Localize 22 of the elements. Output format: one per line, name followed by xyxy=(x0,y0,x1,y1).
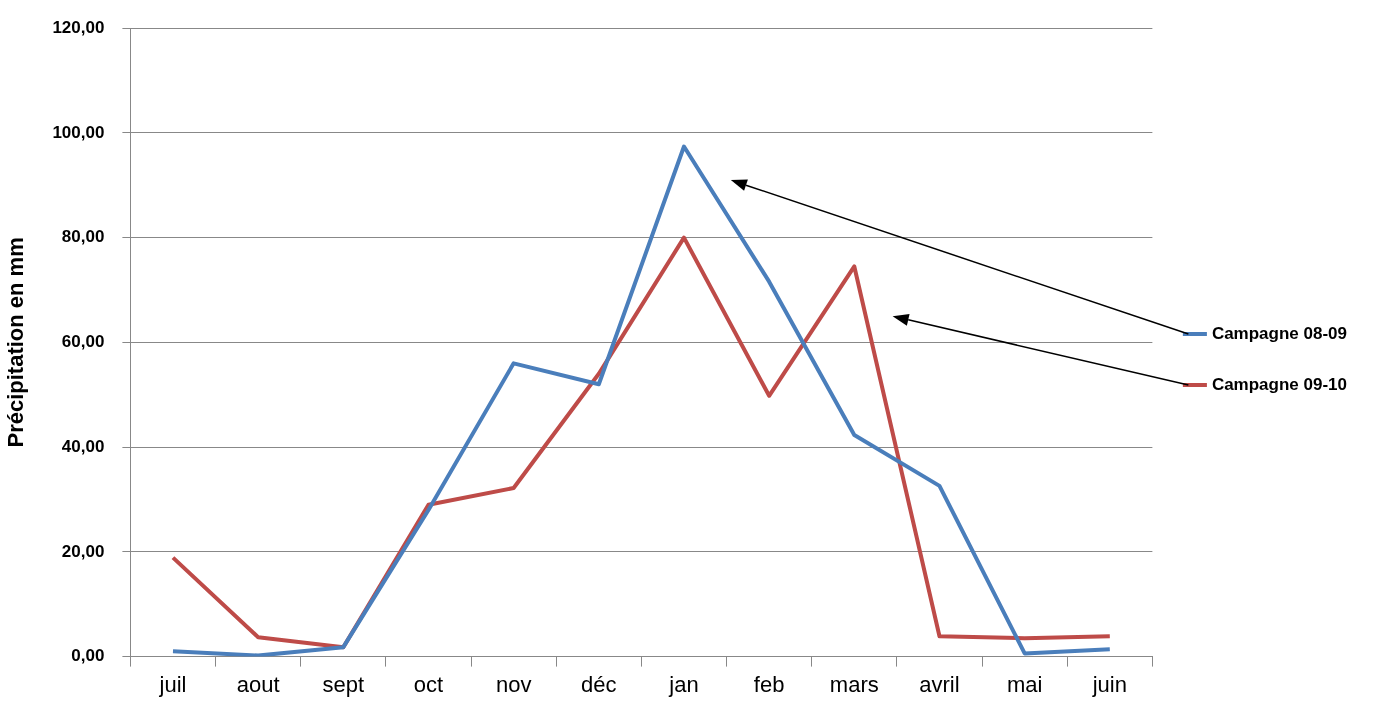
y-tick-label: 60,00 xyxy=(61,332,105,352)
y-tick-label: 120,00 xyxy=(52,17,105,37)
x-tick-label: mai xyxy=(1006,671,1043,697)
x-tick-label: nov xyxy=(495,671,532,697)
legend-label: Campagne 09-10 xyxy=(1211,374,1348,394)
y-axis-title: Précipitation en mm xyxy=(3,237,29,448)
x-tick-label: mars xyxy=(829,671,879,697)
y-tick-label: 20,00 xyxy=(61,541,105,561)
x-tick-label: feb xyxy=(753,671,785,697)
y-tick-label: 0,00 xyxy=(71,646,105,666)
x-tick-label: avril xyxy=(919,671,960,697)
y-tick-label: 80,00 xyxy=(61,227,105,247)
y-tick-label: 40,00 xyxy=(61,436,105,456)
x-tick-label: oct xyxy=(413,671,444,697)
x-tick-label: jan xyxy=(668,671,699,697)
x-tick-label: juil xyxy=(158,671,187,697)
x-tick-label: aout xyxy=(236,671,280,697)
y-tick-label: 100,00 xyxy=(52,122,105,142)
x-tick-label: déc xyxy=(581,671,617,697)
x-tick-label: juin xyxy=(1091,671,1127,697)
legend-label: Campagne 08-09 xyxy=(1211,323,1348,343)
x-tick-label: sept xyxy=(322,671,365,697)
